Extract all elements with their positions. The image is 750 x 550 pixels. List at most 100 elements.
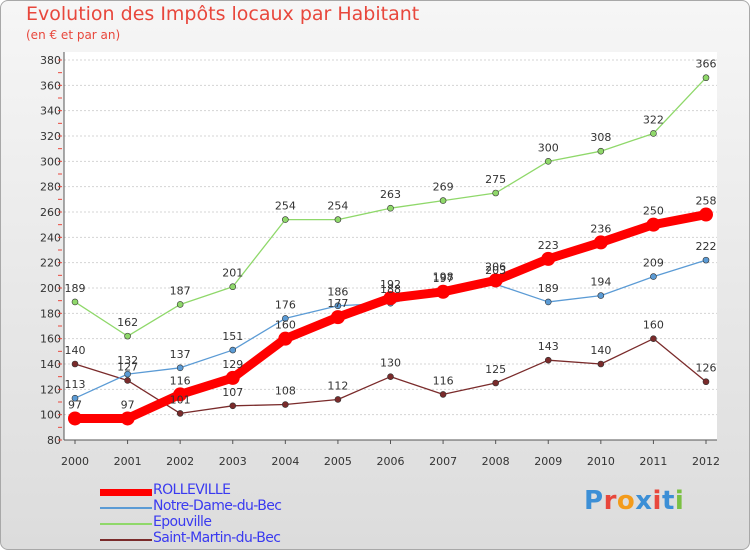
x-tick-label: 2008 [482, 455, 510, 468]
data-label: 177 [327, 297, 348, 310]
data-label: 206 [485, 260, 506, 273]
data-point [541, 251, 556, 266]
data-point [492, 189, 499, 197]
data-label: 127 [117, 360, 138, 373]
data-label: 203 [485, 264, 506, 277]
data-point [383, 291, 398, 306]
x-tick-label: 2012 [692, 455, 720, 468]
legend-label: ROLLEVILLE [153, 482, 231, 498]
x-tick-label: 2004 [271, 455, 299, 468]
x-tick-label: 2003 [219, 455, 247, 468]
data-label: 189 [65, 282, 86, 295]
data-label: 143 [538, 340, 559, 353]
data-label: 322 [643, 113, 664, 126]
data-point [225, 370, 240, 385]
data-label: 254 [275, 200, 296, 213]
data-point [702, 74, 710, 82]
logo-letter: i [652, 486, 662, 516]
data-point [646, 217, 661, 232]
data-label: 116 [170, 374, 191, 387]
data-point [120, 411, 135, 426]
data-label: 129 [222, 358, 243, 371]
legend-swatch [100, 539, 152, 541]
logo-letter: x [635, 486, 653, 516]
data-label: 198 [433, 271, 454, 284]
data-point [593, 235, 608, 250]
data-label: 275 [485, 173, 506, 186]
data-point [282, 315, 289, 322]
data-label: 186 [327, 286, 348, 299]
legend-swatch [100, 523, 152, 525]
x-tick-label: 2002 [166, 455, 194, 468]
data-point [650, 273, 657, 280]
logo-letter: t [661, 486, 675, 516]
data-point [330, 310, 345, 325]
data-label: 113 [65, 378, 86, 391]
data-point [71, 394, 79, 402]
x-tick-label: 2001 [114, 455, 142, 468]
data-point [597, 147, 605, 155]
data-point [597, 360, 605, 368]
y-tick-label: 260 [40, 206, 61, 219]
y-tick-label: 300 [40, 155, 61, 168]
data-point [334, 396, 342, 403]
data-point [124, 332, 131, 340]
data-point [176, 410, 184, 417]
y-tick-label: 180 [40, 307, 61, 320]
data-label: 308 [590, 131, 611, 144]
legend-swatch [100, 507, 152, 509]
data-point [71, 298, 79, 306]
x-tick-label: 2011 [639, 455, 667, 468]
data-label: 300 [538, 141, 559, 154]
chart-title: Evolution des Impôts locaux par Habitant [26, 3, 420, 25]
data-point [699, 207, 713, 222]
data-point [436, 284, 451, 299]
legend-swatch [100, 489, 152, 496]
x-tick-label: 2010 [587, 455, 615, 468]
data-point [176, 301, 184, 308]
data-point [229, 346, 237, 354]
y-tick-label: 380 [40, 54, 61, 67]
data-label: 160 [275, 319, 296, 332]
y-tick-label: 220 [40, 257, 61, 270]
data-label: 137 [170, 348, 191, 361]
legend-label: Epouville [153, 514, 212, 530]
data-label: 125 [485, 363, 506, 376]
data-label: 192 [380, 278, 401, 291]
data-point [544, 158, 552, 165]
data-label: 189 [538, 282, 559, 295]
data-label: 223 [538, 239, 559, 252]
legend-label: Saint-Martin-du-Bec [153, 530, 281, 546]
data-point [544, 298, 552, 306]
data-point [68, 411, 82, 426]
data-label: 112 [327, 379, 348, 392]
data-point [173, 387, 188, 402]
y-tick-label: 140 [40, 358, 61, 371]
data-point [492, 379, 499, 387]
data-label: 97 [121, 398, 135, 411]
data-label: 269 [433, 181, 454, 194]
y-tick-label: 200 [40, 282, 61, 295]
y-tick-label: 100 [40, 409, 61, 422]
data-point [124, 377, 131, 384]
data-label: 140 [590, 344, 611, 357]
data-point [702, 378, 710, 386]
data-label: 140 [65, 344, 86, 357]
y-tick-label: 120 [40, 383, 61, 396]
data-label: 126 [696, 362, 717, 375]
data-point [334, 302, 342, 310]
data-point [229, 402, 237, 410]
data-label: 187 [170, 284, 191, 297]
y-tick-label: 360 [40, 79, 61, 92]
data-label: 188 [380, 283, 401, 296]
data-point [439, 197, 447, 204]
data-point [282, 401, 289, 408]
data-label: 116 [433, 374, 454, 387]
data-label: 194 [590, 276, 611, 289]
data-label: 130 [380, 357, 401, 370]
data-label: 176 [275, 298, 296, 311]
y-tick-label: 340 [40, 105, 61, 118]
data-label: 236 [590, 222, 611, 235]
data-point [650, 335, 657, 342]
